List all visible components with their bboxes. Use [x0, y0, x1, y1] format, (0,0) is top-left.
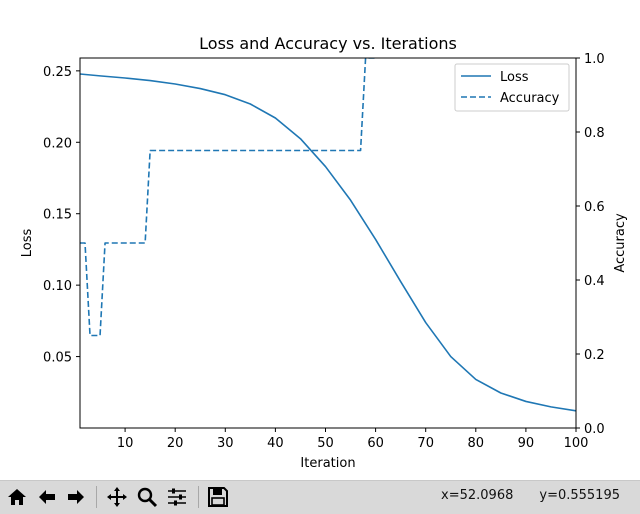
back-button[interactable]: [34, 484, 60, 510]
y-right-tick-label: 0.4: [584, 274, 605, 289]
y-right-tick-label: 0.6: [584, 200, 605, 215]
x-tick-label: 60: [367, 436, 384, 451]
x-tick-label: 20: [167, 436, 184, 451]
toolbar-separator: [96, 486, 97, 508]
chart: Loss and Accuracy vs. Iterations Iterati…: [20, 34, 628, 471]
legend-accuracy-label: Accuracy: [500, 91, 560, 106]
y-axis-label-left: Loss: [20, 229, 35, 258]
y-left-tick-label: 0.25: [43, 65, 72, 80]
configure-subplots-button[interactable]: [164, 484, 190, 510]
y-axis-label-right: Accuracy: [613, 213, 628, 273]
coord-y: y=0.555195: [539, 488, 620, 503]
y-right-tick-label: 0.8: [584, 126, 605, 141]
y-right-tick-label: 1.0: [584, 52, 605, 67]
y-right-tick-label: 0.0: [584, 422, 605, 437]
chart-title: Loss and Accuracy vs. Iterations: [199, 34, 457, 53]
configure-subplots-icon: [168, 488, 186, 506]
x-tick-label: 100: [564, 436, 589, 451]
x-axis-label: Iteration: [300, 456, 355, 471]
legend: Loss Accuracy: [454, 63, 570, 112]
x-tick-label: 40: [267, 436, 284, 451]
toolbar-separator: [198, 486, 199, 508]
coord-x: x=52.0968: [441, 488, 514, 503]
figure-canvas[interactable]: Loss and Accuracy vs. Iterations Iterati…: [0, 0, 640, 480]
legend-loss-label: Loss: [500, 70, 529, 85]
zoom-button[interactable]: [134, 484, 160, 510]
plot-frame: [79, 57, 577, 429]
home-button[interactable]: [4, 484, 30, 510]
series-line-loss: [80, 73, 576, 412]
zoom-icon: [137, 487, 158, 508]
cursor-coordinates: x=52.0968 y=0.555195: [441, 488, 620, 503]
y-left-tick-label: 0.10: [43, 279, 72, 294]
x-tick-label: 90: [518, 436, 535, 451]
forward-icon: [68, 490, 84, 504]
series-line-accuracy: [80, 58, 376, 337]
pan-button[interactable]: [104, 484, 130, 510]
save-button[interactable]: [205, 484, 231, 510]
y-left-tick-label: 0.15: [43, 208, 72, 223]
x-tick-label: 70: [417, 436, 434, 451]
y-left-tick-label: 0.05: [43, 351, 72, 366]
x-tick-label: 50: [317, 436, 334, 451]
y-left-tick-label: 0.20: [43, 136, 72, 151]
back-icon: [39, 490, 55, 504]
navigation-toolbar: x=52.0968 y=0.555195: [0, 480, 640, 514]
x-tick-label: 30: [217, 436, 234, 451]
save-icon: [208, 487, 228, 507]
y-right-tick-label: 0.2: [584, 348, 605, 363]
x-tick-label: 10: [117, 436, 134, 451]
x-tick-label: 80: [468, 436, 485, 451]
forward-button[interactable]: [63, 484, 89, 510]
home-icon: [8, 489, 26, 505]
pan-icon: [107, 487, 127, 507]
